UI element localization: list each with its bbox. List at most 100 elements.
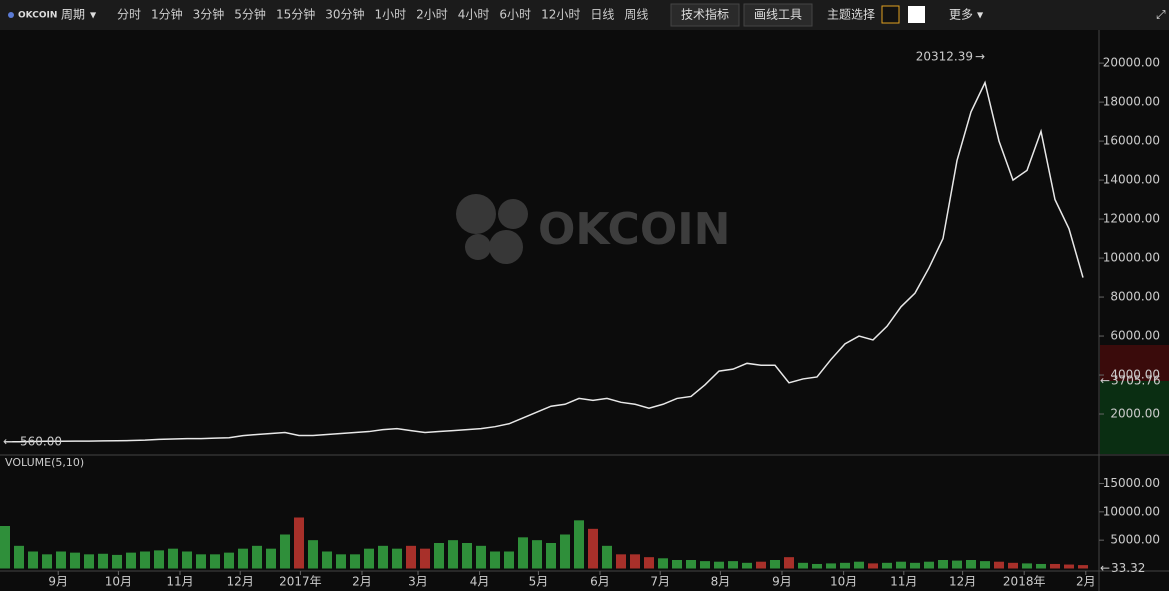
volume-bar: [98, 553, 108, 569]
watermark-text: OKCOIN: [538, 204, 730, 255]
x-tick-label: 3月: [408, 575, 428, 589]
interval[interactable]: 4小时: [458, 8, 490, 22]
interval[interactable]: 12小时: [541, 8, 580, 22]
volume-bar: [812, 563, 822, 569]
theme-label: 主题选择: [827, 8, 875, 22]
volume-bar: [644, 557, 654, 569]
interval[interactable]: 2小时: [416, 8, 448, 22]
interval[interactable]: 分时: [117, 8, 141, 22]
theme-light[interactable]: [908, 6, 925, 23]
logo: OKCOIN: [18, 11, 57, 21]
volume-bar: [210, 554, 220, 569]
button-label[interactable]: 画线工具: [754, 8, 802, 22]
x-tick-label: 12月: [227, 575, 254, 589]
volume-bar: [574, 520, 584, 569]
volume-bar: [1078, 565, 1088, 569]
volume-bar: [490, 551, 500, 569]
watermark: OKCOIN: [456, 194, 730, 264]
volume-bar: [70, 552, 80, 569]
fullscreen[interactable]: ⤢: [1155, 8, 1166, 22]
volume-bar: [602, 545, 612, 569]
interval[interactable]: 15分钟: [276, 7, 315, 22]
volume-bar: [448, 540, 458, 569]
high-label: 20312.39: [916, 50, 973, 64]
volume-bar: [196, 554, 206, 569]
interval[interactable]: 6小时: [499, 8, 531, 22]
volume-bar: [420, 548, 430, 569]
y-tick-label: 18000.00: [1103, 95, 1160, 109]
interval[interactable]: 日线: [590, 8, 614, 22]
last-volume: 33.32: [1111, 561, 1145, 575]
chart-bg: [0, 30, 1169, 591]
volume-bar: [686, 560, 696, 569]
volume-bar: [322, 551, 332, 569]
volume-bar: [980, 561, 990, 569]
volume-bar: [350, 554, 360, 569]
volume-bar: [658, 558, 668, 569]
volume-bar: [910, 562, 920, 569]
volume-bar: [56, 551, 66, 569]
volume-bar: [364, 548, 374, 569]
button[interactable]: [743, 3, 813, 27]
volume-bar: [840, 562, 850, 569]
volume-bar: [504, 551, 514, 569]
more[interactable]: 更多: [949, 8, 973, 22]
x-tick-label: 9月: [772, 575, 792, 589]
volume-bar: [336, 554, 346, 569]
x-tick-label: 7月: [650, 575, 670, 589]
period-label[interactable]: 周期: [61, 8, 85, 22]
volume-bar: [1064, 564, 1074, 569]
volume-bar: [714, 561, 724, 569]
button[interactable]: [670, 3, 740, 27]
volume-bar: [518, 537, 528, 569]
x-tick-label: 4月: [470, 575, 490, 589]
volume-bar: [238, 548, 248, 569]
volume-bar: [126, 552, 136, 569]
y-tick-label: 20000.00: [1103, 56, 1160, 70]
y-tick-label: 12000.00: [1103, 212, 1160, 226]
volume-bar: [112, 554, 122, 569]
x-tick-label: 5月: [529, 575, 549, 589]
interval[interactable]: 1小时: [375, 8, 407, 22]
volume-bar: [1008, 562, 1018, 569]
volume-bar: [308, 540, 318, 569]
volume-bar: [868, 563, 878, 569]
volume-bar: [742, 562, 752, 569]
volume-bar: [756, 561, 766, 569]
y-tick-label: 16000.00: [1103, 134, 1160, 148]
volume-bar: [140, 551, 150, 569]
volume-bar: [84, 554, 94, 569]
volume-bar: [882, 562, 892, 569]
volume-bar: [294, 517, 304, 569]
volume-bar: [546, 543, 556, 569]
volume-bar: [938, 560, 948, 569]
x-tick-label: 11月: [166, 575, 193, 589]
volume-bar: [434, 543, 444, 569]
interval[interactable]: 5分钟: [234, 7, 266, 22]
volume-bar: [406, 545, 416, 569]
volume-bar: [728, 561, 738, 569]
volume-bar: [1022, 563, 1032, 569]
volume-bar: [672, 560, 682, 569]
volume-bar: [588, 528, 598, 569]
volume-bar: [154, 550, 164, 569]
button-label[interactable]: 技术指标: [681, 7, 729, 22]
y-tick-label: 14000.00: [1103, 173, 1160, 187]
volume-bar: [952, 560, 962, 569]
interval[interactable]: 3分钟: [193, 7, 225, 22]
interval[interactable]: 30分钟: [325, 7, 364, 22]
volume-bar: [630, 554, 640, 569]
x-tick-label: 8月: [711, 575, 731, 589]
theme-dark[interactable]: [881, 5, 900, 24]
x-tick-label: 10月: [830, 575, 857, 589]
volume-bar: [476, 545, 486, 569]
y-tick-label: 6000.00: [1110, 329, 1160, 343]
interval[interactable]: 1分钟: [151, 7, 183, 22]
volume-bar: [462, 543, 472, 569]
y-tick-label: 10000.00: [1103, 504, 1160, 518]
volume-bar: [1050, 563, 1060, 569]
volume-bar: [770, 560, 780, 569]
volume-bar: [854, 561, 864, 569]
volume-bar: [266, 548, 276, 569]
interval[interactable]: 周线: [624, 8, 648, 22]
